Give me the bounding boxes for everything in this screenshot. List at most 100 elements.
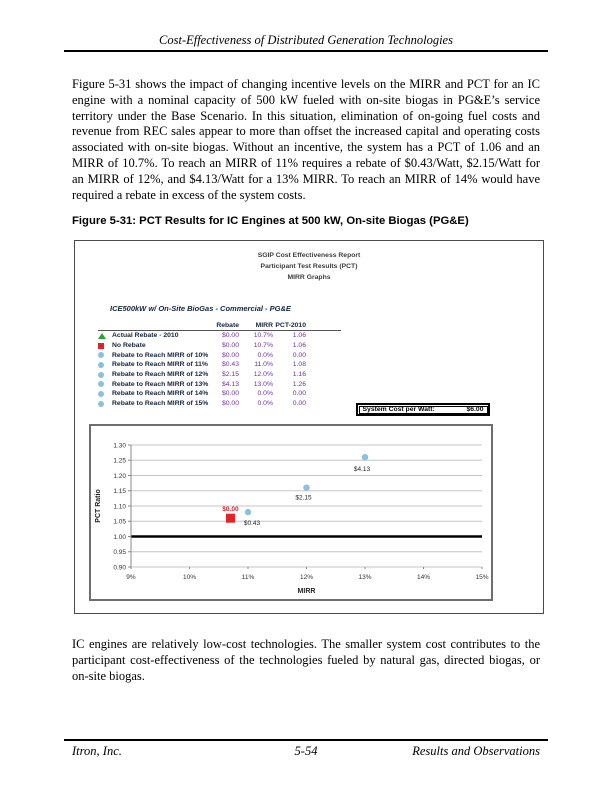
circle-marker xyxy=(361,454,369,461)
legend-label: Actual Rebate - 2010 xyxy=(112,332,179,340)
value-cell: $0.43 xyxy=(221,361,239,369)
value-cell: 1.16 xyxy=(292,371,306,379)
y-tick-label: 0.95 xyxy=(113,549,126,556)
y-tick-label: 1.30 xyxy=(113,442,126,449)
table-row: Rebate to Reach MIRR of 10% $0.00 0.0% 0.00 xyxy=(98,350,341,360)
value-cell: 0.00 xyxy=(292,351,306,359)
y-axis-title: PCT Ratio xyxy=(95,489,102,522)
table-header-row: Rebate MIRR PCT-2010 xyxy=(98,320,341,331)
figure-panel: SGIP Cost Effectiveness Report Participa… xyxy=(74,240,544,614)
y-tick-label: 1.20 xyxy=(113,473,126,480)
marker-cell xyxy=(98,352,112,359)
table-row: Rebate to Reach MIRR of 11% $0.43 11.0% 1.0… xyxy=(98,360,341,370)
value-cell: 1.06 xyxy=(292,332,306,340)
y-tick-label: 1.15 xyxy=(113,488,126,495)
table-row: Rebate to Reach MIRR of 12% $2.15 12.0% 1.1… xyxy=(98,370,341,380)
marker-cell xyxy=(98,332,112,339)
figure-caption: Figure 5-31: PCT Results for IC Engines … xyxy=(72,215,469,227)
x-tick-label: 15% xyxy=(475,574,488,581)
outro-paragraph: IC engines are relatively low-cost techn… xyxy=(72,637,540,683)
value-cell: 0.0% xyxy=(257,351,274,359)
value-cell: 10.7% xyxy=(253,332,273,340)
marker-cell xyxy=(98,342,112,349)
header-rule xyxy=(64,50,548,52)
circle-marker xyxy=(303,484,310,491)
x-tick-label: 13% xyxy=(358,574,371,581)
point-label: $0.00 xyxy=(222,506,239,513)
page-header-title: Cost-Effectiveness of Distributed Genera… xyxy=(159,33,453,47)
report-header-line: SGIP Cost Effectiveness Report xyxy=(257,252,361,259)
value-cell: $0.00 xyxy=(221,342,239,350)
col-header-pct: PCT-2010 xyxy=(275,321,306,329)
circle-marker-icon xyxy=(98,381,104,388)
circle-marker-icon xyxy=(98,390,104,397)
triangle-marker-icon xyxy=(98,332,106,339)
value-cell: 1.26 xyxy=(292,380,306,388)
footer-company: Itron, Inc. xyxy=(72,744,122,758)
legend-table-body: Actual Rebate - 2010 $0.00 10.7% 1.06 No Reb… xyxy=(98,331,341,409)
y-tick-label: 1.00 xyxy=(113,534,126,541)
value-cell: 0.0% xyxy=(257,390,274,398)
y-tick-label: 1.05 xyxy=(113,519,126,526)
legend-label: Rebate to Reach MIRR of 15% xyxy=(112,400,209,408)
legend-label: No Rebate xyxy=(112,342,146,350)
legend-table: Rebate MIRR PCT-2010 Actual Rebate - 201… xyxy=(98,320,341,409)
point-label: $4.13 xyxy=(354,466,371,473)
system-cost-box: System Cost per Watt: $6.00 xyxy=(356,403,490,416)
square-marker xyxy=(225,513,235,523)
marker-cell xyxy=(98,390,112,397)
x-axis-title: MIRR xyxy=(298,588,316,595)
marker-cell xyxy=(98,381,112,388)
value-cell: $0.00 xyxy=(221,332,239,340)
table-row: No Rebate $0.00 10.7% 1.06 xyxy=(98,341,341,351)
value-cell: 0.00 xyxy=(292,400,306,408)
report-header-line: MIRR Graphs xyxy=(287,274,331,281)
scatter-plot-svg: 0.90 0.95 1.00 1.05 1.10 1.15 1.20 1.25 1.30 9% 10… xyxy=(95,442,489,595)
value-cell: 0.0% xyxy=(257,400,274,408)
report-header-line: Participant Test Results (PCT) xyxy=(260,263,358,270)
value-cell: $2.15 xyxy=(221,371,239,379)
chart-subtitle: ICE500kW w/ On-Site BioGas - Commercial … xyxy=(110,304,291,313)
y-tick-label: 0.90 xyxy=(113,564,126,571)
table-row: Rebate to Reach MIRR of 14% $0.00 0.0% 0.00 xyxy=(98,389,341,399)
legend-label: Rebate to Reach MIRR of 14% xyxy=(112,390,209,398)
x-tick-label: 11% xyxy=(242,574,255,581)
legend-label: Rebate to Reach MIRR of 13% xyxy=(112,380,209,388)
circle-marker-icon xyxy=(98,361,104,368)
x-tick-label: 10% xyxy=(183,574,196,581)
legend-label: Rebate to Reach MIRR of 12% xyxy=(112,371,209,379)
footer-section: Results and Observations xyxy=(412,744,540,758)
value-cell: $0.00 xyxy=(221,351,239,359)
footer-rule xyxy=(64,739,548,741)
intro-paragraph: Figure 5-31 shows the impact of changing… xyxy=(72,77,540,202)
col-header-rebate: Rebate xyxy=(216,321,239,329)
page-footer: Itron, Inc. 5-54 Results and Observation… xyxy=(72,744,540,759)
value-cell: $0.00 xyxy=(221,390,239,398)
value-cell: 10.7% xyxy=(253,342,273,350)
value-cell: 1.06 xyxy=(292,342,306,350)
circle-marker-icon xyxy=(98,400,104,407)
point-label: $0.43 xyxy=(244,520,261,527)
footer-page-number: 5-54 xyxy=(294,744,318,758)
x-tick-label: 14% xyxy=(417,574,430,581)
marker-cell xyxy=(98,400,112,407)
x-tick-label: 9% xyxy=(126,574,136,581)
value-cell: 0.00 xyxy=(292,390,306,398)
square-marker-icon xyxy=(98,342,104,349)
value-cell: 11.0% xyxy=(254,361,273,369)
circle-marker xyxy=(244,508,252,516)
system-cost-label: System Cost per Watt: xyxy=(362,406,435,413)
x-tick-label: 12% xyxy=(300,574,313,581)
report-header: SGIP Cost Effectiveness Report Participa… xyxy=(75,250,543,283)
y-tick-label: 1.10 xyxy=(113,503,126,510)
scatter-plot-box: 0.90 0.95 1.00 1.05 1.10 1.15 1.20 1.25 1.30 9% 10… xyxy=(89,424,493,601)
system-cost-inner: System Cost per Watt: $6.00 xyxy=(358,405,488,414)
legend-label: Rebate to Reach MIRR of 11% xyxy=(112,361,208,369)
point-label: $2.15 xyxy=(295,495,312,502)
value-cell: 1.08 xyxy=(292,361,306,369)
marker-cell xyxy=(98,371,112,378)
system-cost-value: $6.00 xyxy=(466,406,484,413)
marker-cell xyxy=(98,361,112,368)
circle-marker-icon xyxy=(98,352,104,359)
